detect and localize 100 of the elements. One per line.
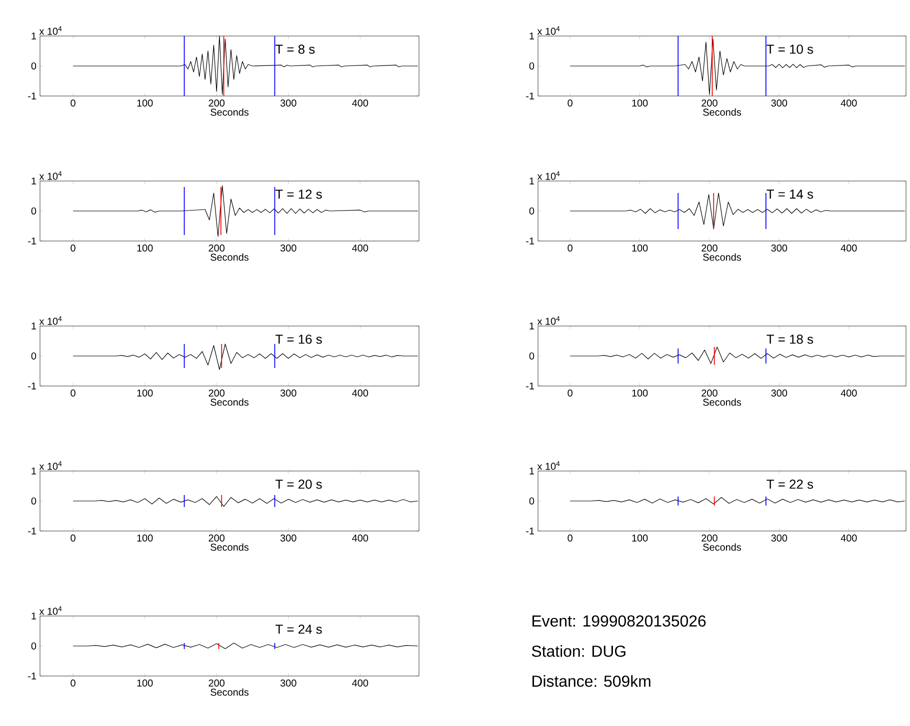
x-tick-label: 200 bbox=[702, 534, 718, 542]
y-tick-label: -1 bbox=[28, 238, 36, 244]
y-tick-label: -1 bbox=[526, 238, 534, 244]
text: x 10$^{4}$ bbox=[39, 606, 62, 615]
x-tick-label: 0 bbox=[70, 100, 76, 107]
text: x 10$^{4}$ bbox=[39, 171, 62, 180]
x-axis-title: Seconds bbox=[210, 543, 249, 551]
x-tick-label: 100 bbox=[632, 100, 648, 107]
text: x 10$^{4}$ bbox=[537, 26, 560, 35]
x-tick-label: 300 bbox=[771, 390, 788, 397]
x-tick-label: 200 bbox=[702, 244, 718, 252]
x-axis-title: Seconds bbox=[703, 543, 742, 551]
annotation: T = 12 s bbox=[275, 190, 322, 199]
x-tick-label: 0 bbox=[70, 534, 76, 542]
y-tick-label: 1 bbox=[530, 468, 534, 474]
y-tick-label: 0 bbox=[529, 352, 534, 360]
x-tick-label: 200 bbox=[702, 390, 718, 397]
x-tick-label: 200 bbox=[208, 100, 225, 107]
x-tick-label: 200 bbox=[208, 244, 225, 252]
y-tick-label: 0 bbox=[529, 62, 534, 70]
x-tick-label: 200 bbox=[208, 534, 225, 542]
y-tick-label: 1 bbox=[32, 32, 36, 40]
x-axis-title: Seconds bbox=[210, 108, 249, 116]
text: Distance: 509km bbox=[532, 675, 650, 687]
x-tick-label: 0 bbox=[70, 390, 76, 397]
x-tick-label: 400 bbox=[352, 100, 368, 107]
x-tick-label: 100 bbox=[137, 390, 153, 397]
x-tick-label: 300 bbox=[280, 100, 296, 107]
annotation: T = 14 s bbox=[766, 190, 814, 199]
x-tick-label: 300 bbox=[771, 100, 788, 107]
x-tick-label: 0 bbox=[568, 390, 572, 397]
x-tick-label: 100 bbox=[137, 100, 153, 107]
x-tick-label: 0 bbox=[568, 100, 572, 107]
x-tick-label: 400 bbox=[352, 244, 368, 252]
x-axis-title: Seconds bbox=[210, 688, 249, 696]
x-tick-label: 100 bbox=[632, 390, 648, 397]
annotation: T = 18 s bbox=[766, 334, 814, 344]
x-tick-label: 400 bbox=[840, 100, 857, 107]
x-tick-label: 0 bbox=[70, 680, 76, 687]
x-tick-label: 0 bbox=[568, 534, 572, 542]
y-tick-label: -1 bbox=[28, 92, 36, 100]
text: Event: 19990820135026 bbox=[532, 615, 706, 627]
x-tick-label: 300 bbox=[280, 534, 296, 542]
y-tick-label: -1 bbox=[526, 528, 534, 534]
y-tick-label: -1 bbox=[28, 528, 36, 534]
y-tick-label: 1 bbox=[32, 468, 36, 474]
y-tick-label: 1 bbox=[32, 322, 36, 330]
x-tick-label: 200 bbox=[208, 680, 225, 687]
annotation: T = 8 s bbox=[275, 44, 315, 54]
text: x 10$^{4}$ bbox=[537, 316, 560, 325]
text: x 10$^{4}$ bbox=[537, 461, 560, 470]
y-tick-label: 1 bbox=[32, 612, 36, 620]
x-tick-label: 200 bbox=[208, 390, 225, 397]
y-tick-label: -1 bbox=[526, 382, 534, 390]
x-tick-label: 100 bbox=[137, 680, 153, 687]
y-tick-label: 0 bbox=[529, 497, 534, 505]
y-tick-label: -1 bbox=[28, 382, 36, 390]
annotation: T = 10 s bbox=[766, 44, 814, 54]
y-tick-label: 0 bbox=[31, 352, 36, 360]
text: x 10$^{4}$ bbox=[39, 316, 62, 325]
text: x 10$^{4}$ bbox=[39, 461, 62, 470]
x-tick-label: 400 bbox=[840, 244, 857, 252]
x-axis-title: Seconds bbox=[210, 253, 249, 261]
x-axis-title: Seconds bbox=[703, 253, 742, 261]
x-tick-label: 100 bbox=[632, 244, 648, 252]
annotation: T = 16 s bbox=[275, 334, 322, 344]
y-tick-label: 0 bbox=[31, 642, 36, 650]
x-tick-label: 100 bbox=[632, 534, 648, 542]
x-axis-title: Seconds bbox=[703, 108, 742, 116]
y-tick-label: -1 bbox=[526, 92, 534, 100]
x-tick-label: 400 bbox=[352, 680, 368, 687]
y-tick-label: -1 bbox=[28, 672, 36, 680]
x-tick-label: 400 bbox=[352, 534, 368, 542]
x-tick-label: 400 bbox=[840, 390, 857, 397]
annotation: T = 24 s bbox=[275, 624, 322, 634]
x-tick-label: 300 bbox=[771, 244, 788, 252]
x-tick-label: 300 bbox=[280, 244, 296, 252]
text: x 10$^{4}$ bbox=[39, 26, 62, 35]
text: x 10$^{4}$ bbox=[537, 171, 560, 180]
x-tick-label: 100 bbox=[137, 244, 153, 252]
x-tick-label: 0 bbox=[568, 244, 572, 252]
x-tick-label: 300 bbox=[771, 534, 788, 542]
y-tick-label: 0 bbox=[31, 207, 36, 215]
annotation: T = 22 s bbox=[766, 480, 814, 489]
y-tick-label: 0 bbox=[529, 207, 534, 215]
x-axis-title: Seconds bbox=[210, 398, 249, 406]
x-tick-label: 200 bbox=[702, 100, 718, 107]
y-tick-label: 1 bbox=[530, 322, 534, 330]
x-tick-label: 300 bbox=[280, 680, 296, 687]
y-tick-label: 0 bbox=[31, 62, 36, 70]
x-tick-label: 400 bbox=[840, 534, 857, 542]
x-tick-label: 0 bbox=[70, 244, 76, 252]
x-tick-label: 100 bbox=[137, 534, 153, 542]
annotation: T = 20 s bbox=[275, 480, 322, 489]
text: Station: DUG bbox=[532, 645, 626, 657]
x-tick-label: 400 bbox=[352, 390, 368, 397]
y-tick-label: 1 bbox=[32, 178, 36, 184]
x-tick-label: 300 bbox=[280, 390, 296, 397]
y-tick-label: 0 bbox=[31, 497, 36, 505]
y-tick-label: 1 bbox=[530, 32, 534, 40]
